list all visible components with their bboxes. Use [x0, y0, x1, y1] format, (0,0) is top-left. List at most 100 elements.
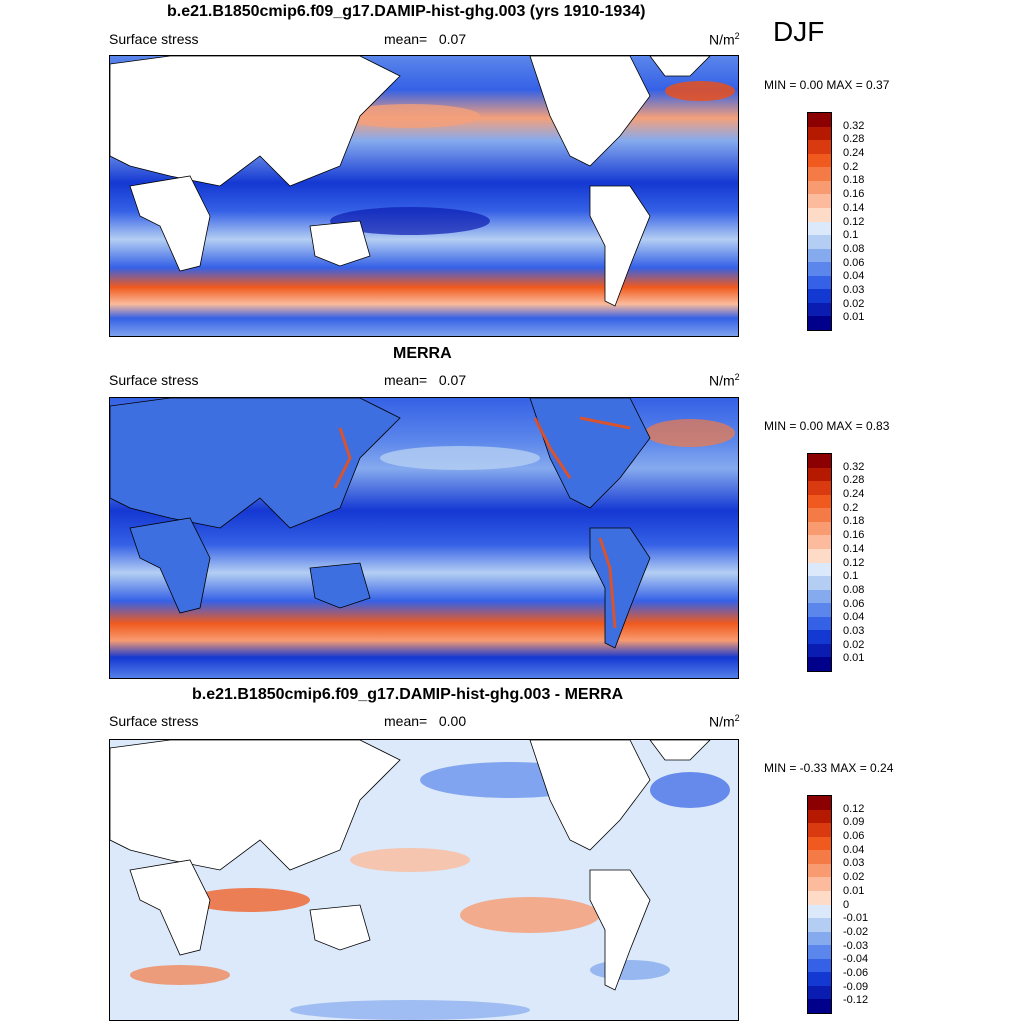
colorbar-label: 0.16: [843, 188, 865, 201]
panel-1-units: N/m2: [709, 31, 740, 48]
panel-2-variable: Surface stress: [109, 372, 199, 388]
colorbar-swatch: [808, 494, 831, 509]
units-exponent: 2: [734, 31, 740, 41]
colorbar-label: 0.14: [843, 542, 865, 555]
colorbar-label: 0.01: [843, 652, 865, 665]
colorbar-swatch: [808, 945, 831, 959]
colorbar-label: 0.02: [843, 297, 865, 310]
panel-2-units: N/m2: [709, 372, 740, 389]
panel-2-map-svg: [110, 398, 738, 678]
colorbar-label: 0.03: [843, 283, 865, 296]
units-text: N/m: [709, 372, 735, 389]
colorbar-label: 0.14: [843, 201, 865, 214]
colorbar-label: 0.04: [843, 843, 865, 856]
colorbar-swatch: [808, 454, 831, 468]
panel-3-colorbar: [807, 795, 832, 1014]
panel-2-colorbar: [807, 453, 832, 672]
panel-3-map-svg: [110, 740, 738, 1020]
colorbar-label: 0.1: [843, 570, 859, 583]
colorbar-label: 0.2: [843, 501, 859, 514]
colorbar-label: 0.09: [843, 816, 865, 829]
panel-3-mean: mean= 0.00: [384, 713, 466, 729]
colorbar-label: 0.06: [843, 597, 865, 610]
colorbar-swatch: [808, 508, 831, 522]
colorbar-swatch: [808, 521, 831, 536]
colorbar-label: 0.02: [843, 638, 865, 651]
colorbar-swatch: [808, 904, 831, 919]
colorbar-swatch: [808, 140, 831, 154]
colorbar-label: 0.24: [843, 488, 865, 501]
colorbar-label: 0.12: [843, 215, 865, 228]
colorbar-label: 0.04: [843, 270, 865, 283]
colorbar-swatch: [808, 630, 831, 644]
units-text: N/m: [709, 713, 735, 730]
colorbar-swatch: [808, 877, 831, 891]
colorbar-swatch: [808, 262, 831, 276]
colorbar-label: 0.28: [843, 133, 865, 146]
colorbar-swatch: [808, 207, 831, 222]
colorbar-swatch: [808, 890, 831, 905]
colorbar-swatch: [808, 657, 831, 671]
colorbar-label: 0.32: [843, 460, 865, 473]
colorbar-swatch: [808, 467, 831, 482]
colorbar-label: -0.12: [843, 994, 869, 1007]
colorbar-label: 0.12: [843, 556, 865, 569]
colorbar-label: -0.09: [843, 980, 869, 993]
colorbar-swatch: [808, 796, 831, 810]
units-exponent: 2: [734, 372, 740, 382]
panel-3-mean-label: mean=: [384, 713, 428, 729]
colorbar-label: 0.16: [843, 529, 865, 542]
colorbar-label: -0.03: [843, 939, 869, 952]
colorbar-label: -0.02: [843, 925, 869, 938]
colorbar-swatch: [808, 126, 831, 141]
panel-3-variable: Surface stress: [109, 713, 199, 729]
colorbar-swatch: [808, 863, 831, 878]
panel-3-mean-value: 0.00: [438, 713, 467, 729]
colorbar-swatch: [808, 576, 831, 590]
panel-1-title: b.e21.B1850cmip6.f09_g17.DAMIP-hist-ghg.…: [167, 3, 646, 20]
colorbar-swatch: [808, 316, 831, 330]
colorbar-label: -0.06: [843, 966, 869, 979]
colorbar-swatch: [808, 603, 831, 617]
colorbar-label: 0.06: [843, 256, 865, 269]
colorbar-label: 0.12: [843, 802, 865, 815]
colorbar-label: 0.32: [843, 119, 865, 132]
colorbar-swatch: [808, 616, 831, 631]
colorbar-label: -0.04: [843, 953, 869, 966]
panel-1-mean-value: 0.07: [438, 31, 467, 47]
colorbar-swatch: [808, 275, 831, 290]
panel-2-mean-value: 0.07: [438, 372, 467, 388]
colorbar-label: 0: [843, 898, 850, 911]
colorbar-swatch: [808, 180, 831, 195]
panel-3-title: b.e21.B1850cmip6.f09_g17.DAMIP-hist-ghg.…: [192, 686, 624, 703]
panel-1-map-svg: [110, 56, 738, 336]
panel-2-mean: mean= 0.07: [384, 372, 466, 388]
colorbar-swatch: [808, 194, 831, 208]
colorbar-label: 0.06: [843, 830, 865, 843]
colorbar-swatch: [808, 248, 831, 263]
colorbar-label: -0.01: [843, 912, 869, 925]
colorbar-label: 0.18: [843, 515, 865, 528]
panel-2-map: [109, 397, 739, 679]
panel-2-minmax: MIN = 0.00 MAX = 0.83: [764, 419, 890, 433]
colorbar-swatch: [808, 958, 831, 973]
colorbar-label: 0.18: [843, 174, 865, 187]
colorbar-swatch: [808, 235, 831, 249]
colorbar-swatch: [808, 535, 831, 549]
colorbar-swatch: [808, 153, 831, 168]
panel-3-map: [109, 739, 739, 1021]
panel-3-minmax: MIN = -0.33 MAX = 0.24: [764, 761, 894, 775]
colorbar-swatch: [808, 221, 831, 236]
colorbar-swatch: [808, 548, 831, 563]
colorbar-swatch: [808, 589, 831, 604]
panel-1-mean: mean= 0.07: [384, 31, 466, 47]
panel-1-variable: Surface stress: [109, 31, 199, 47]
panel-3-units: N/m2: [709, 713, 740, 730]
panel-1-colorbar: [807, 112, 832, 331]
colorbar-swatch: [808, 985, 831, 1000]
season-label: DJF: [773, 16, 825, 47]
colorbar-swatch: [808, 302, 831, 317]
colorbar-label: 0.08: [843, 583, 865, 596]
colorbar-label: 0.24: [843, 147, 865, 160]
colorbar-label: 0.01: [843, 311, 865, 324]
